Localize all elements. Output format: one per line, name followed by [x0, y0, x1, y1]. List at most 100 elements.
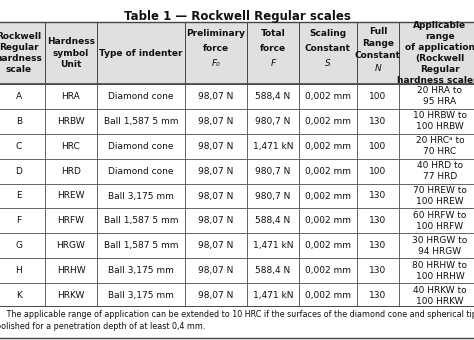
- Text: HRHW: HRHW: [57, 266, 85, 275]
- Bar: [0, 233, 45, 258]
- Bar: [97, 134, 185, 159]
- Text: B: B: [16, 117, 22, 126]
- Text: 0,002 mm: 0,002 mm: [305, 117, 351, 126]
- Text: A: A: [16, 92, 22, 101]
- Text: 100: 100: [369, 142, 387, 151]
- Bar: [45, 258, 97, 283]
- Text: 0,002 mm: 0,002 mm: [305, 142, 351, 151]
- Bar: [357, 84, 399, 109]
- Text: 0,002 mm: 0,002 mm: [305, 167, 351, 176]
- Bar: [185, 84, 247, 109]
- Bar: [45, 134, 97, 159]
- Text: 588,4 N: 588,4 N: [255, 92, 291, 101]
- Bar: [299, 258, 357, 283]
- Bar: [45, 22, 97, 84]
- Bar: [399, 258, 474, 283]
- Text: Ball 3,175 mm: Ball 3,175 mm: [108, 266, 174, 275]
- Bar: [299, 208, 357, 233]
- Text: 98,07 N: 98,07 N: [198, 291, 234, 300]
- Bar: [399, 283, 474, 308]
- Bar: [247, 184, 299, 208]
- Text: HRC: HRC: [62, 142, 81, 151]
- Text: 98,07 N: 98,07 N: [198, 117, 234, 126]
- Bar: [45, 109, 97, 134]
- Text: E: E: [16, 191, 22, 201]
- Bar: [357, 208, 399, 233]
- Bar: [97, 22, 185, 84]
- Bar: [185, 208, 247, 233]
- Text: D: D: [16, 167, 22, 176]
- Text: Ball 3,175 mm: Ball 3,175 mm: [108, 291, 174, 300]
- Text: 98,07 N: 98,07 N: [198, 191, 234, 201]
- Text: 98,07 N: 98,07 N: [198, 216, 234, 225]
- Bar: [299, 134, 357, 159]
- Bar: [0, 283, 45, 308]
- Bar: [185, 22, 247, 84]
- Bar: [45, 283, 97, 308]
- Bar: [97, 159, 185, 184]
- Text: Rockwell
Regular
hardness
scale: Rockwell Regular hardness scale: [0, 32, 43, 74]
- Text: Diamond cone: Diamond cone: [108, 167, 174, 176]
- Bar: [299, 109, 357, 134]
- Text: Ball 1,587 5 mm: Ball 1,587 5 mm: [104, 241, 178, 250]
- Bar: [185, 109, 247, 134]
- Text: 130: 130: [369, 191, 387, 201]
- Text: Diamond cone: Diamond cone: [108, 142, 174, 151]
- Text: 10 HRBW to
100 HRBW: 10 HRBW to 100 HRBW: [413, 111, 467, 131]
- Text: 130: 130: [369, 266, 387, 275]
- Text: H: H: [16, 266, 22, 275]
- Bar: [247, 22, 299, 84]
- Text: force: force: [203, 44, 229, 53]
- Text: 1,471 kN: 1,471 kN: [253, 241, 293, 250]
- Text: ᵃ   The applicable range of application can be extended to 10 HRC if the surface: ᵃ The applicable range of application ca…: [0, 310, 474, 331]
- Text: 0,002 mm: 0,002 mm: [305, 291, 351, 300]
- Bar: [185, 283, 247, 308]
- Bar: [185, 159, 247, 184]
- Text: Total: Total: [261, 29, 285, 37]
- Text: Ball 3,175 mm: Ball 3,175 mm: [108, 191, 174, 201]
- Bar: [97, 184, 185, 208]
- Bar: [357, 159, 399, 184]
- Text: 0,002 mm: 0,002 mm: [305, 241, 351, 250]
- Bar: [357, 233, 399, 258]
- Bar: [0, 159, 45, 184]
- Text: 130: 130: [369, 291, 387, 300]
- Bar: [0, 258, 45, 283]
- Text: 40 HRKW to
100 HRKW: 40 HRKW to 100 HRKW: [413, 286, 467, 306]
- Text: 0,002 mm: 0,002 mm: [305, 266, 351, 275]
- Bar: [185, 233, 247, 258]
- Text: 130: 130: [369, 241, 387, 250]
- Text: HRA: HRA: [62, 92, 81, 101]
- Text: S: S: [325, 59, 331, 68]
- Text: 20 HRA to
95 HRA: 20 HRA to 95 HRA: [418, 86, 463, 106]
- Bar: [299, 84, 357, 109]
- Bar: [0, 22, 45, 84]
- Bar: [247, 159, 299, 184]
- Text: Ball 1,587 5 mm: Ball 1,587 5 mm: [104, 117, 178, 126]
- Text: Preliminary: Preliminary: [186, 29, 246, 37]
- Text: 98,07 N: 98,07 N: [198, 92, 234, 101]
- Bar: [299, 184, 357, 208]
- Bar: [97, 84, 185, 109]
- Text: 98,07 N: 98,07 N: [198, 142, 234, 151]
- Bar: [0, 184, 45, 208]
- Bar: [45, 184, 97, 208]
- Bar: [399, 22, 474, 84]
- Text: force: force: [260, 44, 286, 53]
- Text: 980,7 N: 980,7 N: [255, 117, 291, 126]
- Bar: [97, 233, 185, 258]
- Bar: [247, 208, 299, 233]
- Text: Full: Full: [369, 27, 387, 35]
- Text: 100: 100: [369, 92, 387, 101]
- Text: C: C: [16, 142, 22, 151]
- Text: 1,471 kN: 1,471 kN: [253, 142, 293, 151]
- Text: N: N: [374, 64, 382, 73]
- Bar: [399, 84, 474, 109]
- Text: F: F: [17, 216, 21, 225]
- Bar: [299, 159, 357, 184]
- Bar: [247, 134, 299, 159]
- Bar: [399, 184, 474, 208]
- Bar: [45, 84, 97, 109]
- Bar: [247, 283, 299, 308]
- Text: 980,7 N: 980,7 N: [255, 167, 291, 176]
